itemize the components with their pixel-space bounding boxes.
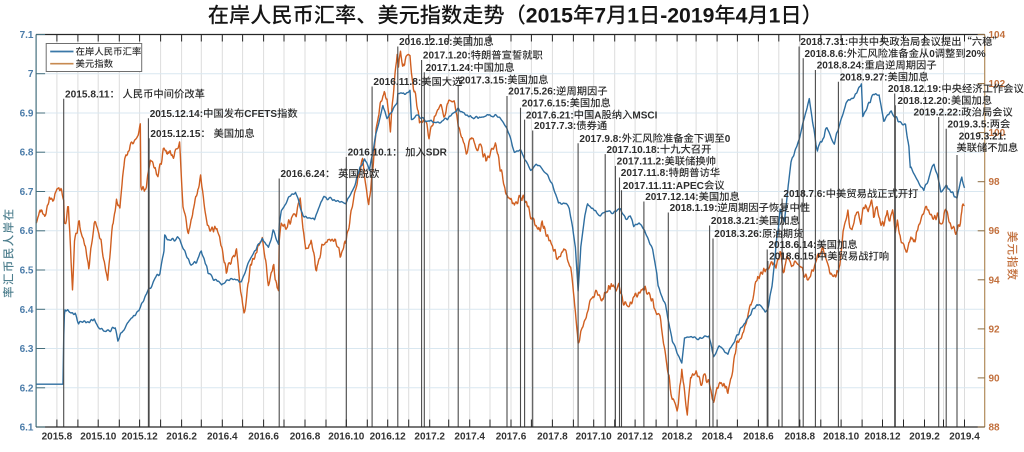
svg-text:2018.6.14:: 2018.6.14: xyxy=(769,240,817,251)
svg-text:2018.12: 2018.12 xyxy=(864,431,901,442)
svg-text:2017.6: 2017.6 xyxy=(496,431,527,442)
svg-text:2016.12: 2016.12 xyxy=(370,431,407,442)
svg-text:2015.12: 2015.12 xyxy=(122,431,159,442)
svg-text:2016.4: 2016.4 xyxy=(207,431,238,442)
svg-text:2019.3.21:: 2019.3.21: xyxy=(959,132,1007,143)
svg-text:2018.7.6:: 2018.7.6: xyxy=(783,189,825,200)
svg-text:100: 100 xyxy=(989,128,1006,139)
svg-text:2018.12.19:: 2018.12.19: xyxy=(888,84,941,95)
svg-text:2017.6.15:: 2017.6.15: xyxy=(522,99,570,110)
svg-text:2017.11.8:: 2017.11.8: xyxy=(621,168,669,179)
svg-text:2017.7.3:: 2017.7.3: xyxy=(534,121,576,132)
svg-text:2018.9.27:: 2018.9.27: xyxy=(840,73,888,84)
svg-text:2017.1.20:: 2017.1.20: xyxy=(423,51,471,62)
svg-text:92: 92 xyxy=(989,324,1001,335)
svg-text:2018.1.19:: 2018.1.19: xyxy=(670,203,718,214)
svg-text:-2019: -2019 xyxy=(660,5,714,28)
svg-text:2015.12.14:: 2015.12.14: xyxy=(150,109,203,120)
svg-text:CFETS: CFETS xyxy=(244,109,277,120)
svg-text:2017.8: 2017.8 xyxy=(537,431,568,442)
svg-text:2018.8.6:: 2018.8.6: xyxy=(805,49,847,60)
svg-text:20%: 20% xyxy=(966,49,986,60)
svg-text:6.1: 6.1 xyxy=(20,423,34,434)
svg-text:2015.8: 2015.8 xyxy=(42,431,73,442)
svg-text:2017.2: 2017.2 xyxy=(414,431,445,442)
svg-text:94: 94 xyxy=(989,275,1001,286)
svg-text:2017.12: 2017.12 xyxy=(617,431,654,442)
svg-text:102: 102 xyxy=(989,79,1006,90)
svg-text:2016.12.16:: 2016.12.16: xyxy=(399,37,452,48)
svg-text:2018.4: 2018.4 xyxy=(702,431,733,442)
svg-text:7.1: 7.1 xyxy=(20,30,34,41)
svg-text:6.7: 6.7 xyxy=(20,187,34,198)
svg-text:6.4: 6.4 xyxy=(20,305,34,316)
svg-text:96: 96 xyxy=(989,226,1001,237)
svg-text:2017.5.26:: 2017.5.26: xyxy=(508,87,556,98)
svg-text:2017.11.11:APEC: 2017.11.11:APEC xyxy=(623,181,704,192)
svg-text:2016.6: 2016.6 xyxy=(248,431,279,442)
svg-text:2017.6.21:: 2017.6.21: xyxy=(526,110,574,121)
svg-text:6.6: 6.6 xyxy=(20,226,34,237)
svg-text:6.5: 6.5 xyxy=(20,266,34,277)
svg-text:2017.9.8:: 2017.9.8: xyxy=(579,134,621,145)
svg-text:6.9: 6.9 xyxy=(20,109,34,120)
svg-text:A: A xyxy=(594,110,601,121)
svg-text:2018.12.20:: 2018.12.20: xyxy=(898,96,951,107)
svg-text:6.8: 6.8 xyxy=(20,148,34,159)
svg-text:MSCI: MSCI xyxy=(632,110,657,121)
svg-text:2015: 2015 xyxy=(526,5,573,28)
svg-text:2018.7.31:: 2018.7.31: xyxy=(800,37,848,48)
svg-text:6.2: 6.2 xyxy=(20,383,34,394)
svg-text:1: 1 xyxy=(769,5,781,28)
svg-text:104: 104 xyxy=(989,30,1006,41)
svg-text:2016.10.1: 2016.10.1 xyxy=(348,148,393,159)
svg-text:2017.12.14:: 2017.12.14: xyxy=(645,192,698,203)
svg-text:2017.4: 2017.4 xyxy=(454,431,485,442)
svg-text:1: 1 xyxy=(627,5,639,28)
svg-text:2016.11.8:: 2016.11.8: xyxy=(373,77,421,88)
svg-text:2018.10: 2018.10 xyxy=(823,431,860,442)
svg-text:2017.10: 2017.10 xyxy=(576,431,613,442)
svg-text:2019.4: 2019.4 xyxy=(949,431,980,442)
svg-text:2015.12.15: 2015.12.15 xyxy=(150,129,200,140)
svg-text:2018.3.21:: 2018.3.21: xyxy=(711,216,759,227)
svg-text:2015.8.11: 2015.8.11 xyxy=(65,90,110,101)
svg-text:2018.2: 2018.2 xyxy=(662,431,693,442)
svg-text:6.3: 6.3 xyxy=(20,344,34,355)
svg-text:2016.6.24: 2016.6.24 xyxy=(281,169,326,180)
svg-text:2017.1.24:: 2017.1.24: xyxy=(426,63,474,74)
svg-text:0: 0 xyxy=(725,134,731,145)
svg-text:88: 88 xyxy=(989,423,1001,434)
svg-text:7: 7 xyxy=(28,69,34,80)
svg-text:2017.3.15:: 2017.3.15: xyxy=(460,75,508,86)
svg-text:2016.10: 2016.10 xyxy=(328,431,365,442)
svg-text:2019.2.22:: 2019.2.22: xyxy=(914,108,962,119)
svg-text:2018.8: 2018.8 xyxy=(785,431,816,442)
svg-text:2018.8.24:: 2018.8.24: xyxy=(817,61,865,72)
svg-text:SDR: SDR xyxy=(426,148,448,159)
svg-text:2018.6: 2018.6 xyxy=(743,431,774,442)
svg-text:2015.10: 2015.10 xyxy=(80,431,117,442)
svg-text:2016.2: 2016.2 xyxy=(166,431,197,442)
svg-text:2018.3.26:: 2018.3.26: xyxy=(714,229,762,240)
svg-text:98: 98 xyxy=(989,177,1001,188)
svg-text:7: 7 xyxy=(594,5,606,28)
svg-text:2018.6.15:: 2018.6.15: xyxy=(769,252,817,263)
svg-text:4: 4 xyxy=(736,5,748,28)
svg-text:90: 90 xyxy=(989,373,1001,384)
svg-text:2017.11.2:: 2017.11.2: xyxy=(617,157,665,168)
svg-text:2017.10.18:: 2017.10.18: xyxy=(607,145,660,156)
svg-text:2019.2: 2019.2 xyxy=(909,431,940,442)
svg-text:2016.8: 2016.8 xyxy=(290,431,321,442)
svg-text:2019.3.5:: 2019.3.5: xyxy=(948,120,990,131)
svg-text:0: 0 xyxy=(929,49,935,60)
